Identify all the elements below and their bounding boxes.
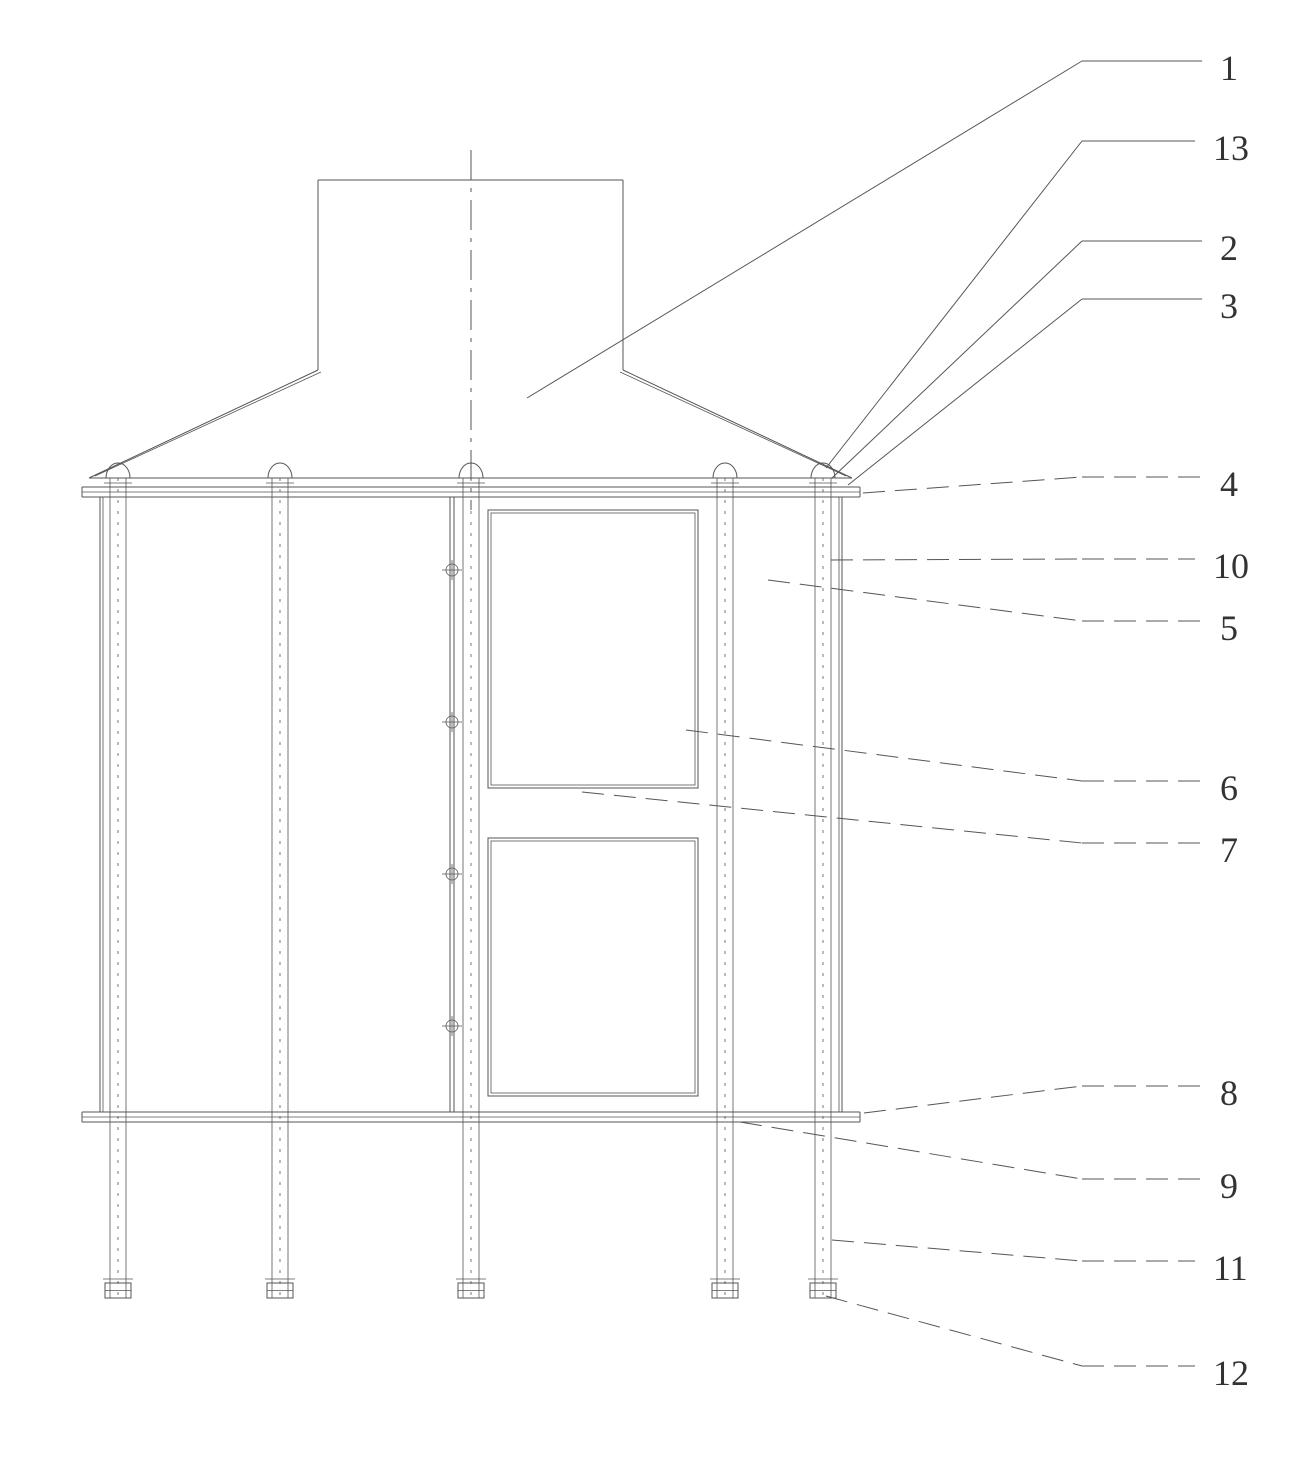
callout-label-4: 4 — [1220, 464, 1238, 504]
callout-label-13: 13 — [1213, 128, 1249, 168]
callout-1: 1 — [527, 48, 1238, 398]
callout-5: 5 — [768, 580, 1238, 648]
callout-12: 12 — [826, 1296, 1249, 1393]
callout-6: 6 — [686, 730, 1238, 808]
callout-label-6: 6 — [1220, 768, 1238, 808]
callout-3: 3 — [848, 286, 1238, 485]
callout-label-12: 12 — [1213, 1353, 1249, 1393]
callout-label-5: 5 — [1220, 608, 1238, 648]
callout-label-1: 1 — [1220, 48, 1238, 88]
callout-label-8: 8 — [1220, 1073, 1238, 1113]
callout-11: 11 — [832, 1240, 1248, 1288]
callout-8: 8 — [864, 1073, 1238, 1113]
callout-10: 10 — [831, 546, 1249, 586]
callout-label-11: 11 — [1213, 1248, 1248, 1288]
callout-2: 2 — [832, 228, 1238, 478]
callout-label-9: 9 — [1220, 1166, 1238, 1206]
callout-label-7: 7 — [1220, 830, 1238, 870]
callout-7: 7 — [582, 792, 1238, 870]
callout-4: 4 — [863, 464, 1238, 504]
callout-label-2: 2 — [1220, 228, 1238, 268]
callout-label-10: 10 — [1213, 546, 1249, 586]
callout-label-3: 3 — [1220, 286, 1238, 326]
callout-13: 13 — [826, 128, 1249, 468]
